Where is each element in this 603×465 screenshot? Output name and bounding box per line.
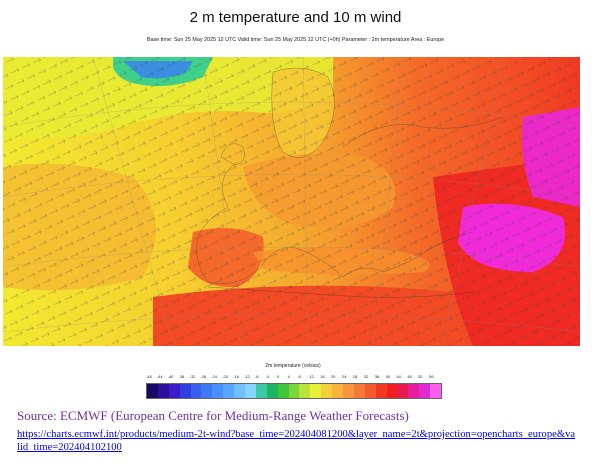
legend-swatch <box>397 384 409 398</box>
legend-swatch <box>375 384 387 398</box>
legend-swatch <box>245 384 256 398</box>
legend-swatch <box>299 384 311 398</box>
legend-tick: -32 <box>189 374 196 379</box>
legend-tick-labels: -48 -44 -40 -36 -32 -28 -24 -20 -16 -12 -8 -4 0 4 8 12 1… <box>146 374 440 382</box>
legend-tick: 24 <box>342 374 347 379</box>
legend-tick: -28 <box>200 374 207 379</box>
legend-swatch <box>266 384 278 398</box>
legend-tick: 20 <box>331 374 336 379</box>
legend-color-scale <box>146 383 442 399</box>
legend-tick: -24 <box>211 374 217 379</box>
legend-tick: 40 <box>385 374 390 379</box>
legend-swatch <box>288 384 300 398</box>
legend-tick: -12 <box>244 374 250 379</box>
legend-swatch <box>147 384 158 398</box>
legend-swatch <box>255 384 267 398</box>
legend-swatch <box>168 384 180 398</box>
legend-swatch <box>408 384 420 398</box>
legend-tick: 8 <box>298 374 301 379</box>
legend-tick: 36 <box>374 374 380 379</box>
legend-swatch <box>234 384 246 398</box>
legend-swatch <box>419 384 431 398</box>
legend-tick: 32 <box>363 374 369 379</box>
legend-tick: 52 <box>418 374 423 379</box>
legend-swatch <box>386 384 398 398</box>
legend-swatch <box>277 384 289 398</box>
legend-swatch <box>430 384 442 398</box>
legend-tick: -20 <box>222 374 228 379</box>
legend-swatch <box>201 384 213 398</box>
legend-tick: 56 <box>429 374 434 379</box>
legend-swatch <box>353 384 365 398</box>
legend-tick: 0 <box>276 374 279 379</box>
legend-swatch <box>364 384 376 398</box>
legend-swatch <box>332 384 344 398</box>
legend-swatch <box>223 384 235 398</box>
legend-tick: -4 <box>265 374 270 379</box>
legend-swatch <box>321 384 333 398</box>
legend-swatch <box>310 384 322 398</box>
legend-swatch <box>212 384 224 398</box>
source-credit: Source: ECMWF (European Centre for Mediu… <box>17 408 409 423</box>
legend-swatch <box>343 384 354 398</box>
chart-subtitle: Base time: Sun 25 May 2025 12 UTC Valid … <box>146 37 445 43</box>
source-link[interactable]: https://charts.ecmwf.int/products/medium… <box>17 429 576 453</box>
legend-tick: 4 <box>287 374 290 379</box>
legend-tick: 48 <box>407 374 412 379</box>
legend-swatch <box>179 384 191 398</box>
legend-tick: -48 <box>146 374 152 379</box>
legend-swatch <box>157 384 169 398</box>
legend-tick: -8 <box>254 374 259 379</box>
legend-tick: 28 <box>352 374 358 379</box>
legend-tick: 44 <box>396 374 401 379</box>
legend-tick: -44 <box>156 374 163 379</box>
legend-tick: -16 <box>233 374 239 379</box>
wind-overlay <box>3 57 580 346</box>
legend-tick: 12 <box>309 374 314 379</box>
legend-tick: 16 <box>320 374 325 379</box>
legend-tick: -40 <box>167 374 174 379</box>
legend-tick: -36 <box>178 374 185 379</box>
chart-title: 2 m temperature and 10 m wind <box>189 9 402 26</box>
legend-title: 2m temperature (celsius) <box>265 363 321 369</box>
temperature-map <box>3 57 580 346</box>
legend-swatch <box>190 384 202 398</box>
